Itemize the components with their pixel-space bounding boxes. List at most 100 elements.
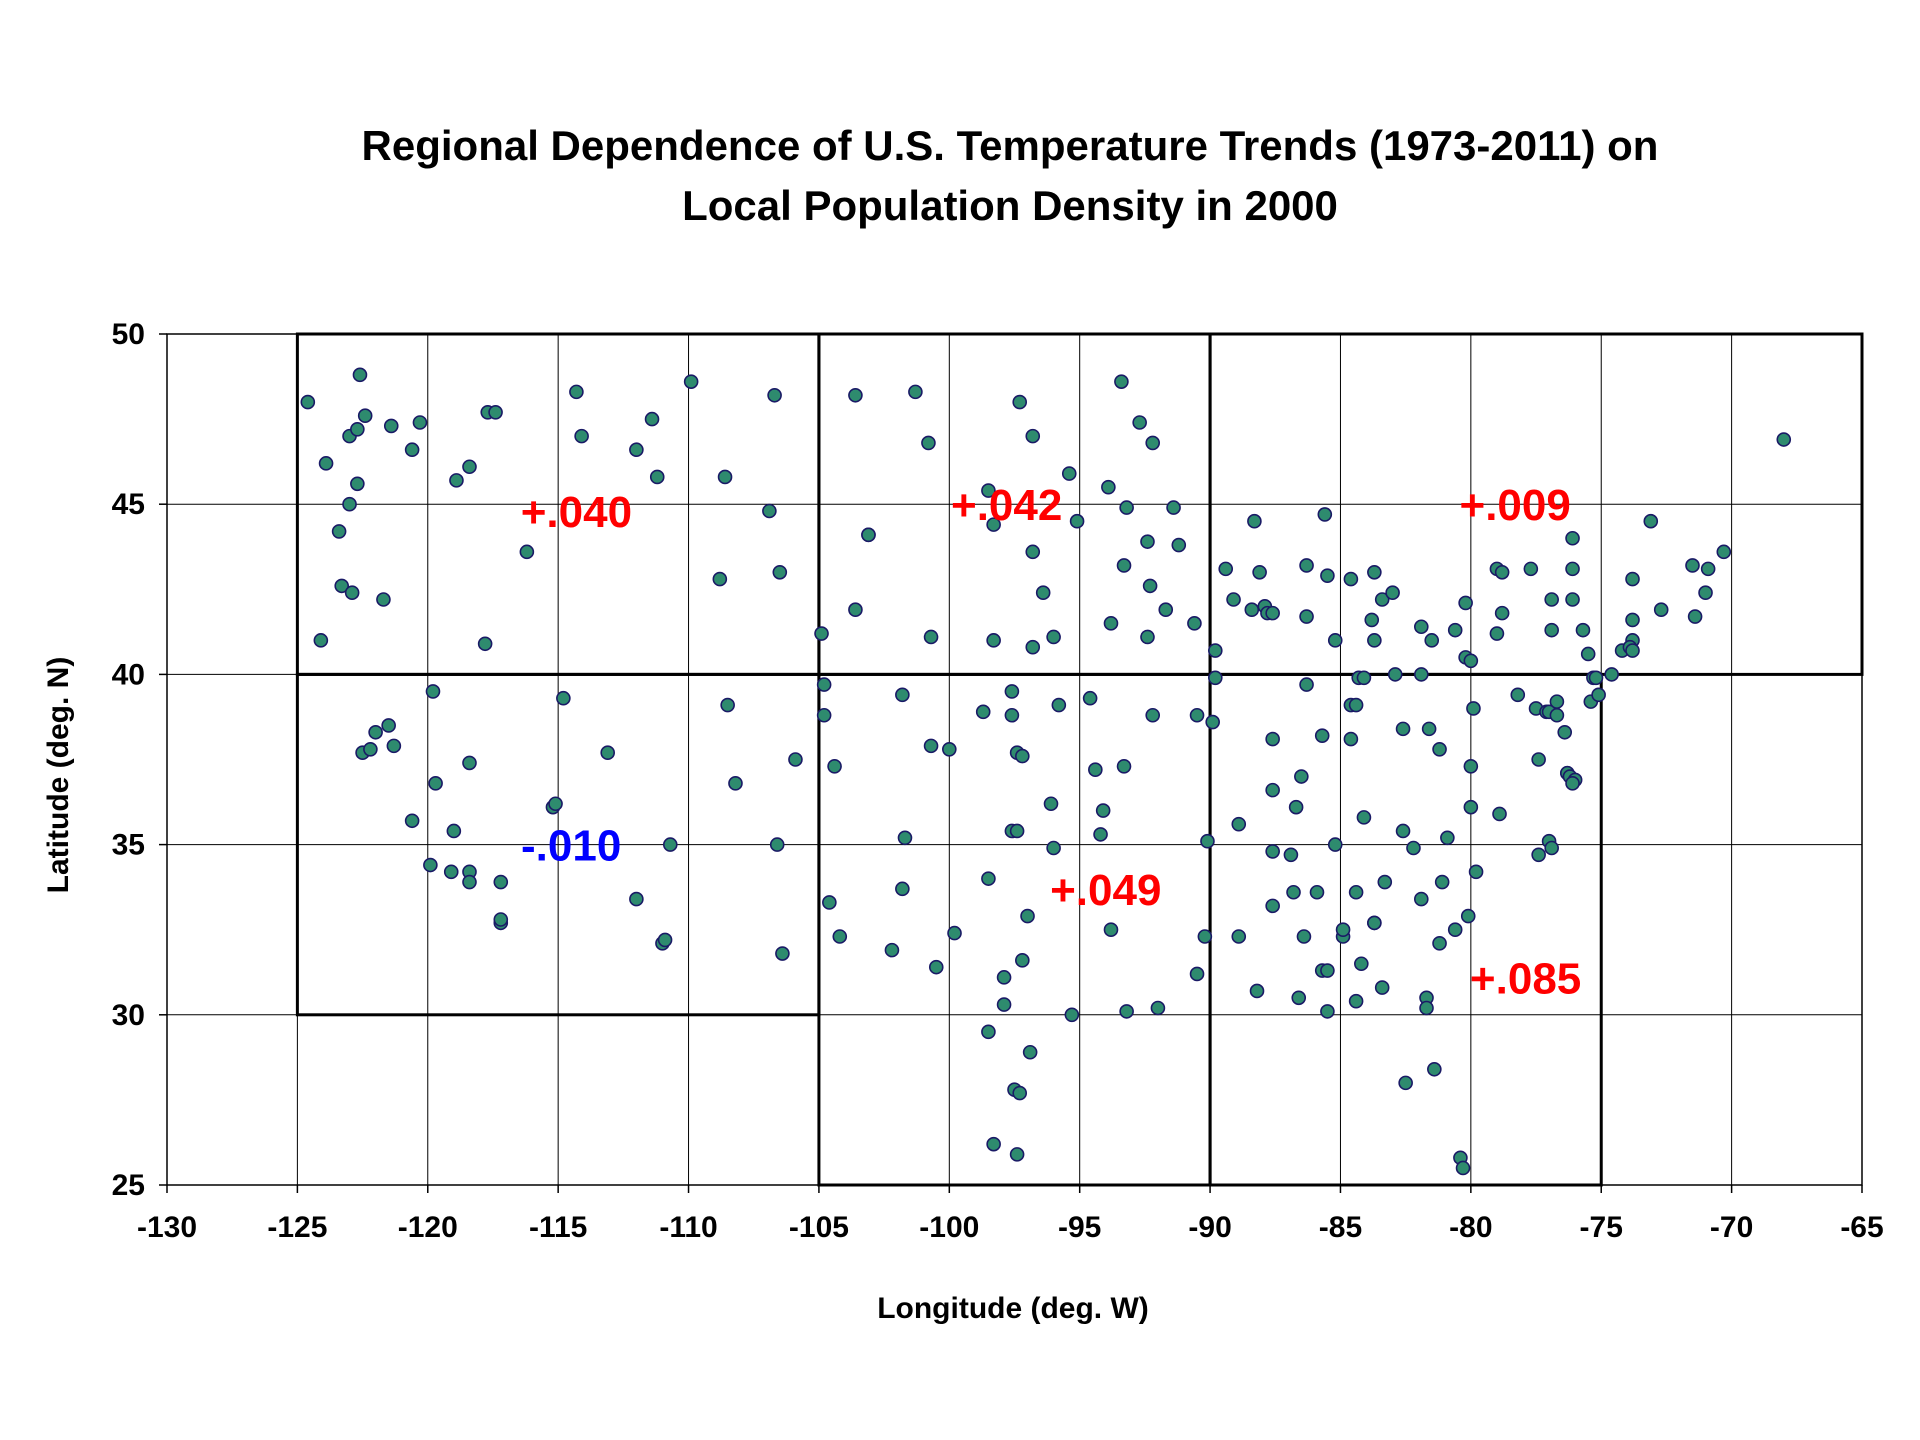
data-point: [822, 895, 837, 910]
data-point: [1591, 687, 1606, 703]
data-point: [861, 527, 876, 543]
data-point: [1069, 513, 1085, 529]
data-point: [1348, 993, 1364, 1009]
data-point: [1166, 500, 1181, 515]
data-point: [1643, 513, 1659, 529]
x-tick-label: -120: [398, 1211, 458, 1244]
data-point: [832, 929, 848, 944]
data-point: [1197, 929, 1213, 944]
data-point: [342, 496, 357, 512]
data-point: [1187, 616, 1202, 631]
data-point: [1226, 592, 1241, 607]
x-axis-title: Longitude (deg. W): [877, 1292, 1149, 1325]
data-point: [644, 411, 660, 427]
y-tick-label: 30: [112, 999, 145, 1032]
data-point: [1265, 605, 1280, 621]
data-point: [1374, 980, 1390, 995]
data-point: [548, 796, 563, 812]
data-point: [1320, 963, 1335, 978]
data-point: [1463, 799, 1479, 815]
data-point: [1327, 837, 1343, 852]
data-point: [1189, 707, 1205, 723]
data-point: [1299, 558, 1314, 573]
data-point: [1492, 806, 1507, 822]
x-tick-label: -100: [919, 1211, 979, 1244]
y-tick-label: 50: [112, 318, 145, 351]
data-point: [1009, 1147, 1025, 1162]
data-point: [1354, 956, 1369, 972]
data-point: [1015, 748, 1030, 764]
data-point: [662, 837, 678, 852]
data-point: [1022, 1044, 1038, 1060]
data-point: [1140, 629, 1155, 645]
data-point: [1046, 629, 1061, 645]
data-point: [1419, 1000, 1434, 1016]
region-boxes: [295, 332, 1864, 1187]
data-points: [300, 367, 1792, 1176]
data-point: [1043, 796, 1059, 812]
data-point: [1101, 479, 1116, 495]
data-point: [1218, 561, 1234, 577]
data-point: [1531, 752, 1546, 767]
data-point: [1463, 759, 1479, 774]
data-point: [363, 741, 378, 757]
data-point: [1565, 561, 1580, 577]
data-point: [352, 367, 368, 383]
x-tick-label: -70: [1710, 1211, 1753, 1244]
data-point: [1604, 667, 1619, 682]
data-point: [908, 384, 923, 400]
data-point: [1776, 432, 1792, 447]
data-point: [412, 415, 428, 430]
data-point: [1294, 769, 1309, 784]
data-point: [1424, 633, 1440, 648]
data-point: [1231, 816, 1247, 832]
data-point: [720, 697, 735, 713]
data-point: [300, 394, 316, 410]
region-trend-label: +.049: [1050, 866, 1161, 915]
data-point: [404, 442, 420, 458]
data-point: [1088, 762, 1103, 778]
data-point: [423, 857, 438, 873]
data-point: [1377, 874, 1393, 890]
data-point: [1356, 670, 1372, 686]
data-point: [816, 707, 832, 723]
x-tick-label: -115: [529, 1211, 587, 1244]
data-point: [975, 704, 991, 720]
data-point: [1367, 633, 1382, 648]
data-point: [1588, 670, 1604, 686]
data-point: [1093, 827, 1108, 842]
data-point: [1427, 1061, 1442, 1077]
data-point: [981, 871, 996, 886]
data-point: [1575, 622, 1591, 638]
region-box-6: [1208, 672, 1603, 1187]
data-point: [1432, 936, 1447, 951]
data-point: [1414, 891, 1429, 907]
data-point: [600, 745, 616, 760]
data-point: [1004, 707, 1020, 723]
data-point: [1142, 578, 1158, 594]
data-point: [1625, 571, 1640, 587]
data-point: [1140, 534, 1155, 549]
data-point: [1205, 714, 1220, 730]
data-point: [1288, 799, 1304, 815]
data-point: [1348, 884, 1364, 900]
data-point: [928, 959, 944, 975]
y-tick-label: 25: [112, 1169, 145, 1202]
data-point: [1103, 616, 1119, 631]
x-tick-label: -125: [267, 1211, 327, 1244]
data-point: [1145, 707, 1161, 723]
chart-title-line-1: Regional Dependence of U.S. Temperature …: [362, 122, 1659, 169]
data-point: [1374, 592, 1390, 607]
data-point: [1395, 823, 1411, 839]
data-point: [1103, 922, 1119, 938]
data-point: [1119, 1004, 1134, 1019]
data-point: [996, 997, 1012, 1012]
data-point: [1580, 646, 1596, 662]
data-point: [717, 469, 733, 485]
region-trend-labels: +.040 -.010 +.042 +.049 +.009 +.085: [521, 481, 1582, 1003]
data-point: [404, 813, 420, 829]
data-point: [1082, 690, 1098, 706]
data-point: [1510, 687, 1526, 703]
data-point: [1247, 513, 1262, 529]
data-point: [1565, 776, 1580, 791]
